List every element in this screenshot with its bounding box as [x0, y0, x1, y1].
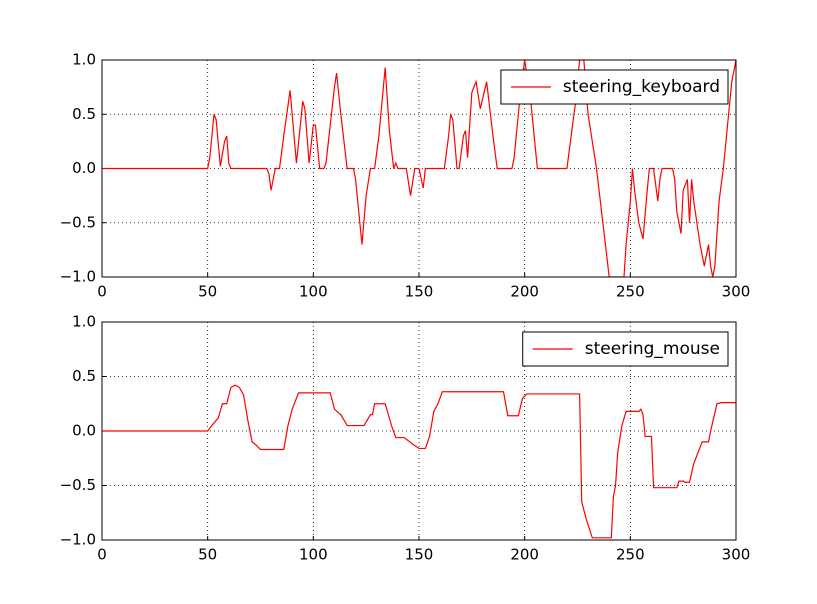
y-tick-label: 0.5 [72, 105, 96, 123]
legend: steering_mouse [522, 331, 729, 367]
y-tick-label: 1.0 [72, 313, 96, 331]
x-tick-label: 300 [722, 283, 751, 301]
data-line [102, 384, 736, 539]
x-tick-label: 0 [97, 546, 107, 564]
plot-area [102, 384, 736, 539]
y-tick-label: −1.0 [60, 531, 96, 549]
axes: 0 50 100 150 200 250 300 −1.0 −0.5 0.0 0.5 1.0 steer… [60, 313, 751, 564]
x-tick-label: 0 [97, 283, 107, 301]
x-tick-label: 50 [198, 283, 217, 301]
legend-label: steering_mouse [585, 339, 720, 359]
x-tick-label: 150 [405, 283, 434, 301]
x-tick-label: 100 [299, 283, 328, 301]
y-tick-label: −0.5 [60, 213, 96, 231]
y-tick-label: −1.0 [60, 268, 96, 286]
x-tick-label: 250 [616, 283, 645, 301]
plot-area [102, 60, 736, 277]
x-tick-label: 200 [510, 283, 539, 301]
axes-frame [101, 59, 737, 278]
legend-label: steering_keyboard [563, 77, 720, 97]
x-tick-label: 50 [198, 546, 217, 564]
axes-frame [101, 321, 737, 541]
y-tick-label: 0.5 [72, 367, 96, 385]
x-tick-label: 150 [405, 546, 434, 564]
y-tick-label: −0.5 [60, 476, 96, 494]
x-tick-label: 300 [722, 546, 751, 564]
x-tick-label: 250 [616, 546, 645, 564]
legend: steering_keyboard [500, 69, 729, 105]
x-tick-label: 200 [510, 546, 539, 564]
y-tick-label: 0.0 [72, 159, 96, 177]
data-line [102, 60, 736, 277]
x-tick-label: 100 [299, 546, 328, 564]
y-tick-label: 1.0 [72, 51, 96, 69]
axes: 0 50 100 150 200 250 300 −1.0 −0.5 0.0 0.5 1.0 steer… [60, 51, 751, 301]
y-tick-label: 0.0 [72, 422, 96, 440]
